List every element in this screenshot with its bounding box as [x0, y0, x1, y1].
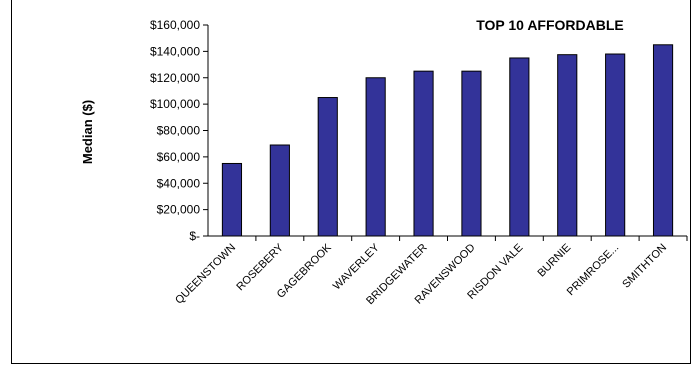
y-tick-label: $60,000 — [157, 150, 201, 164]
bar — [317, 97, 338, 237]
x-tick-label: WAVERLEY — [331, 241, 382, 292]
y-axis-label: Median ($) — [80, 100, 95, 164]
x-tick-label: QUEENSTOWN — [173, 242, 238, 307]
bars — [221, 44, 674, 237]
x-tick-label: ROSEBERY — [234, 241, 286, 293]
bar — [413, 70, 434, 237]
bar — [652, 44, 674, 237]
y-tick-label: $100,000 — [150, 97, 200, 111]
bar — [365, 77, 386, 237]
y-tick-label: $140,000 — [150, 44, 200, 58]
y-axis-ticks: $- $20,000 $40,000 $60,000 $80,000 $100,000 $1… — [150, 18, 208, 243]
y-tick-label: $120,000 — [150, 71, 200, 85]
chart-title: TOP 10 AFFORDABLE — [476, 17, 624, 33]
y-tick-label: $40,000 — [157, 176, 201, 190]
y-tick-label: $80,000 — [157, 124, 201, 138]
bar — [557, 54, 578, 237]
y-tick-label: $- — [189, 229, 200, 243]
x-axis-categories: QUEENSTOWNROSEBERYGAGEBROOKWAVERLEYBRIDG… — [173, 236, 688, 307]
y-tick-label: $160,000 — [150, 18, 200, 32]
x-tick-label: SMITHTON — [620, 242, 669, 291]
x-tick-label: BURNIE — [535, 242, 573, 280]
bar — [269, 144, 290, 237]
bar — [605, 53, 626, 237]
chart-border — [11, 0, 691, 364]
y-tick-label: $20,000 — [157, 203, 201, 217]
bar — [461, 70, 482, 237]
bar — [509, 57, 530, 237]
bar — [221, 162, 243, 237]
